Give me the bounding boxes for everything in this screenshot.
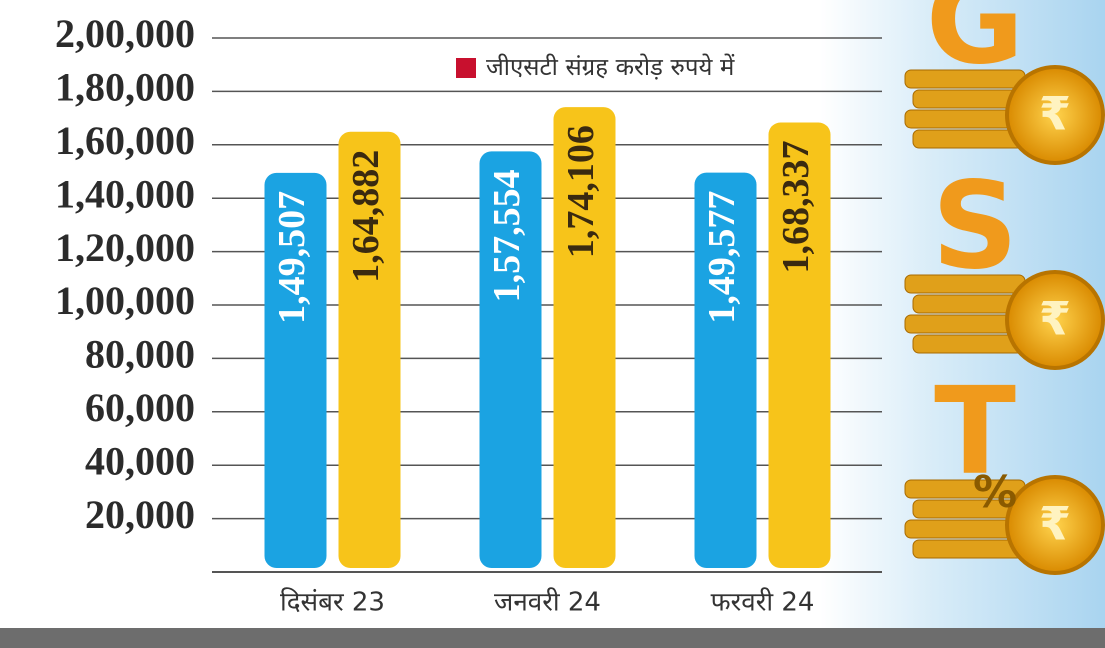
y-tick-label: 1,60,000 bbox=[55, 118, 195, 163]
coin-stack bbox=[905, 275, 1025, 293]
value-label: 1,64,882 bbox=[345, 150, 387, 283]
y-tick-label: 1,40,000 bbox=[55, 171, 195, 216]
y-tick-label: 60,000 bbox=[85, 385, 195, 430]
footer-bar bbox=[0, 628, 1105, 648]
x-tick-label: दिसंबर 23 bbox=[280, 587, 385, 618]
gst-graphic: G₹S₹T₹% bbox=[905, 0, 1103, 573]
graphic-percent: % bbox=[973, 467, 1017, 518]
y-tick-label: 20,000 bbox=[85, 492, 195, 537]
value-label: 1,68,337 bbox=[775, 141, 817, 274]
y-tick-label: 1,20,000 bbox=[55, 225, 195, 270]
y-tick-label: 1,80,000 bbox=[55, 65, 195, 110]
legend-label: जीएसटी संग्रह करोड़ रुपये में bbox=[486, 53, 735, 81]
value-label: 1,49,577 bbox=[701, 191, 743, 324]
page: G₹S₹T₹% 20,000 40,000 60,000 80,000 1,00,000… bbox=[0, 0, 1105, 648]
coin-symbol: ₹ bbox=[1039, 497, 1071, 551]
y-tick-label: 40,000 bbox=[85, 438, 195, 483]
coin-symbol: ₹ bbox=[1039, 292, 1071, 346]
y-tick-label: 2,00,000 bbox=[55, 11, 195, 56]
value-label: 1,74,106 bbox=[560, 125, 602, 258]
y-tick-label: 80,000 bbox=[85, 332, 195, 377]
chart: G₹S₹T₹% 20,000 40,000 60,000 80,000 1,00,000… bbox=[0, 0, 1105, 648]
value-label: 1,49,507 bbox=[271, 191, 313, 324]
y-tick-label: 1,00,000 bbox=[55, 278, 195, 323]
x-tick-label: जनवरी 24 bbox=[494, 587, 601, 618]
x-tick-label: फरवरी 24 bbox=[711, 587, 815, 618]
value-label: 1,57,554 bbox=[486, 169, 528, 302]
coin-symbol: ₹ bbox=[1039, 87, 1071, 141]
coin-stack bbox=[905, 70, 1025, 88]
legend-swatch bbox=[456, 58, 476, 78]
